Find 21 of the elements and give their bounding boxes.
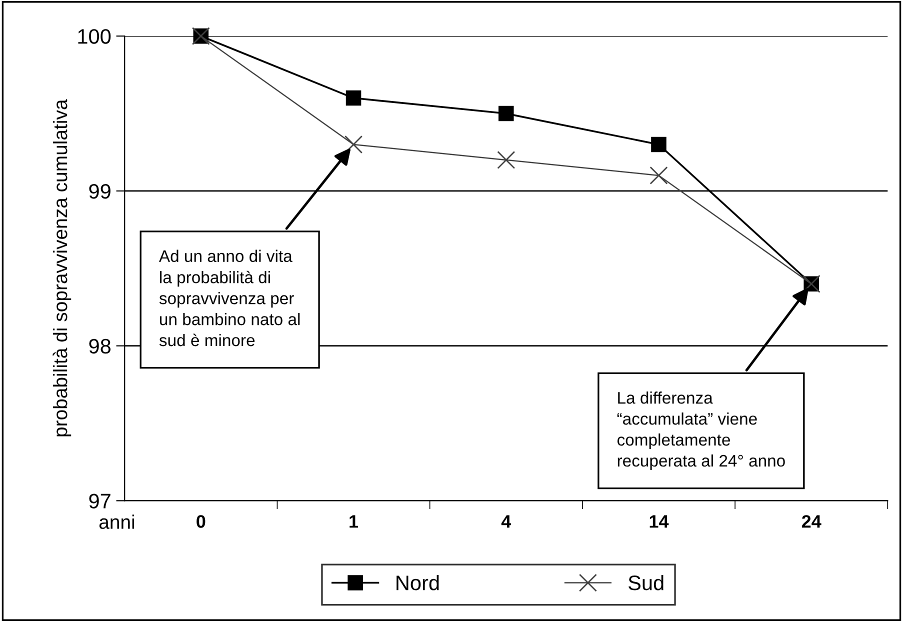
- y-tick-label: 97: [89, 494, 110, 508]
- x-tick-label: 24: [802, 515, 822, 528]
- annotation: La differenza “accumulata” viene completamente recuperata al 24° anno: [617, 392, 785, 470]
- point: [346, 90, 362, 106]
- x-tick-label: 1: [350, 515, 358, 528]
- legend-label: Sud: [628, 574, 664, 590]
- y-tick-label: 98: [89, 338, 111, 354]
- x-tick-label: 4: [501, 515, 512, 528]
- point: [344, 135, 363, 154]
- y-axis-title: probabilità di sopravvivenza cumulativa: [52, 99, 72, 436]
- point: [651, 136, 666, 152]
- x-tick-label: 14: [650, 515, 669, 528]
- annotation: Ad un anno di vita la probabilità di sopravvivenza per un bambino nato al sud è minore: [158, 250, 300, 346]
- y-tick-label: 100: [78, 29, 111, 44]
- legend-label: Nord: [396, 574, 439, 590]
- point: [498, 106, 514, 122]
- point: [497, 150, 516, 170]
- x-tick-label: 0: [196, 515, 206, 528]
- point: [650, 166, 668, 184]
- x-axis-title: anni: [99, 514, 134, 529]
- y-tick-label: 99: [89, 184, 110, 199]
